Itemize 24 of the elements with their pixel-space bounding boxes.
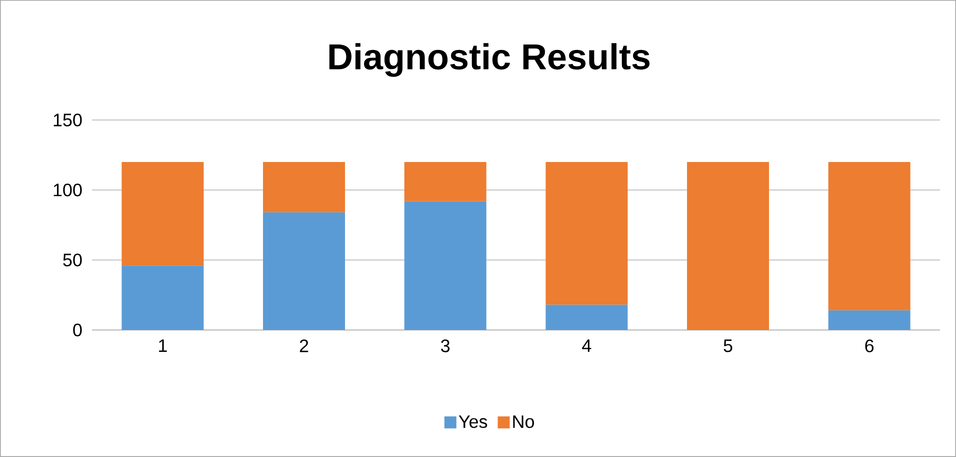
bar: [404, 162, 486, 202]
x-tick-label: 3: [441, 340, 450, 352]
x-tick-label: 6: [865, 340, 874, 352]
y-tick-label: 50: [63, 254, 82, 266]
bar: [828, 162, 910, 310]
y-tick-label: 0: [73, 324, 82, 336]
legend-label: Yes: [458, 415, 488, 428]
legend-label: No: [513, 415, 534, 428]
x-tick-label: 1: [159, 340, 167, 352]
bar: [263, 162, 346, 212]
bar: [263, 212, 346, 330]
bar: [404, 201, 486, 330]
y-tick-label: 100: [54, 184, 82, 196]
x-tick-label: 2: [300, 340, 308, 352]
bar: [687, 162, 769, 330]
x-tick-label: 4: [582, 340, 592, 352]
bar: [122, 266, 204, 330]
chart-title: Diagnostic Results: [329, 43, 650, 77]
bar: [546, 304, 628, 330]
y-tick-label: 150: [54, 114, 82, 126]
bar: [122, 162, 204, 266]
bar: [828, 310, 910, 330]
x-tick-label: 5: [724, 340, 732, 352]
bar: [546, 162, 628, 305]
